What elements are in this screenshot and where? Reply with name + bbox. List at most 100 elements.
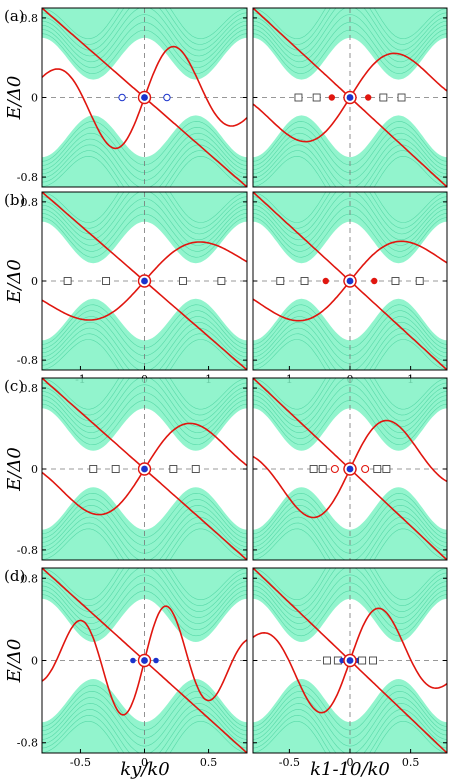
band-line: [253, 8, 447, 51]
square-marker: [276, 277, 285, 285]
square-marker: [300, 277, 309, 285]
x-tick-label: 0: [347, 756, 354, 769]
band-line: [42, 192, 247, 223]
band-line: [42, 21, 247, 69]
y-tick-label: 0.8: [21, 196, 39, 209]
square-marker: [169, 465, 178, 473]
center-dot-marker: [141, 94, 148, 101]
band-line: [42, 14, 247, 63]
band-line: [42, 192, 247, 235]
panel-0-left: 0.8 0 -0.8: [17, 7, 248, 188]
y-axis-label: E/Δ0: [4, 447, 25, 492]
band-line: [253, 516, 447, 560]
y-axis-label: E/Δ0: [4, 76, 25, 121]
band-line: [253, 378, 447, 422]
square-marker: [89, 465, 98, 473]
y-tick-label: 0: [31, 463, 38, 476]
band-line: [42, 510, 247, 560]
x-tick-label: 0.5: [402, 756, 420, 769]
square-marker: [309, 465, 318, 473]
x-tick-label: 0.5: [200, 756, 218, 769]
band-line: [253, 492, 447, 538]
panel-label: (a): [4, 7, 25, 25]
filled-marker: [328, 94, 336, 101]
band-line: [42, 690, 247, 739]
band-line: [42, 205, 247, 252]
band-line: [253, 582, 447, 631]
center-dot-marker: [346, 277, 354, 285]
band-line: [42, 155, 247, 187]
band-line: [253, 339, 447, 370]
band-line: [42, 568, 247, 600]
panel-3-left: 0.8 0 -0.8 -0.5 0 0.5: [17, 567, 248, 769]
open-circle-marker: [163, 93, 171, 102]
band-line: [253, 574, 447, 624]
panel-1-right: 101: [252, 191, 448, 386]
filled-marker: [322, 277, 329, 285]
y-tick-label: 0: [31, 275, 38, 288]
band-line: [42, 138, 247, 187]
band-line: [42, 392, 247, 440]
open-circle-marker: [361, 464, 370, 474]
filled-marker: [364, 94, 372, 101]
band-line: [253, 528, 447, 560]
square-marker: [312, 93, 321, 102]
band-line: [42, 574, 247, 624]
band-line: [253, 568, 447, 600]
panel-label: (b): [4, 191, 25, 209]
band-line: [42, 697, 247, 747]
band-line: [253, 14, 447, 63]
band-line: [253, 21, 447, 69]
band-line: [253, 498, 447, 546]
panel-3-right: -0.5 0 0.5: [252, 567, 448, 769]
band-line: [42, 568, 247, 613]
center-dot-marker: [141, 277, 148, 285]
band-line: [42, 703, 247, 753]
square-marker: [111, 465, 120, 473]
band-line: [42, 498, 247, 546]
x-tick-label: -0.5: [70, 756, 91, 769]
band-line: [253, 708, 447, 753]
square-marker: [217, 277, 226, 285]
band-line: [42, 8, 247, 57]
square-marker: [358, 656, 367, 665]
band-line: [42, 378, 247, 410]
square-marker: [397, 93, 406, 102]
band-line: [42, 378, 247, 428]
square-marker: [391, 277, 400, 285]
y-tick-label: 0: [31, 92, 38, 105]
band-line: [253, 721, 447, 753]
square-marker: [102, 277, 111, 285]
band-line: [253, 155, 447, 187]
band-line: [42, 327, 247, 370]
band-line: [253, 192, 447, 235]
band-line: [42, 384, 247, 434]
square-marker: [294, 93, 303, 102]
band-line: [253, 690, 447, 739]
x-tick-label: 0: [141, 756, 148, 769]
band-line: [253, 8, 447, 57]
y-tick-label: 0.8: [21, 382, 39, 395]
band-line: [253, 321, 447, 370]
square-marker: [318, 465, 327, 473]
band-line: [42, 339, 247, 370]
band-line: [42, 144, 247, 187]
square-marker: [382, 465, 391, 473]
band-line: [42, 582, 247, 631]
square-marker: [369, 656, 377, 665]
band-line: [42, 198, 247, 246]
center-dot-marker: [346, 465, 354, 473]
x-axis-label-right: k1-10/k0: [310, 759, 390, 780]
band-line: [253, 192, 447, 223]
center-dot-marker: [141, 657, 148, 664]
square-marker: [415, 277, 424, 285]
panel-2-right: [252, 377, 448, 561]
band-line: [253, 392, 447, 440]
panel-label: (d): [4, 567, 25, 585]
panel-label: (c): [4, 377, 24, 395]
band-line: [42, 721, 247, 753]
band-line: [253, 8, 447, 40]
band-line: [42, 321, 247, 370]
center-dot-marker: [141, 465, 148, 473]
